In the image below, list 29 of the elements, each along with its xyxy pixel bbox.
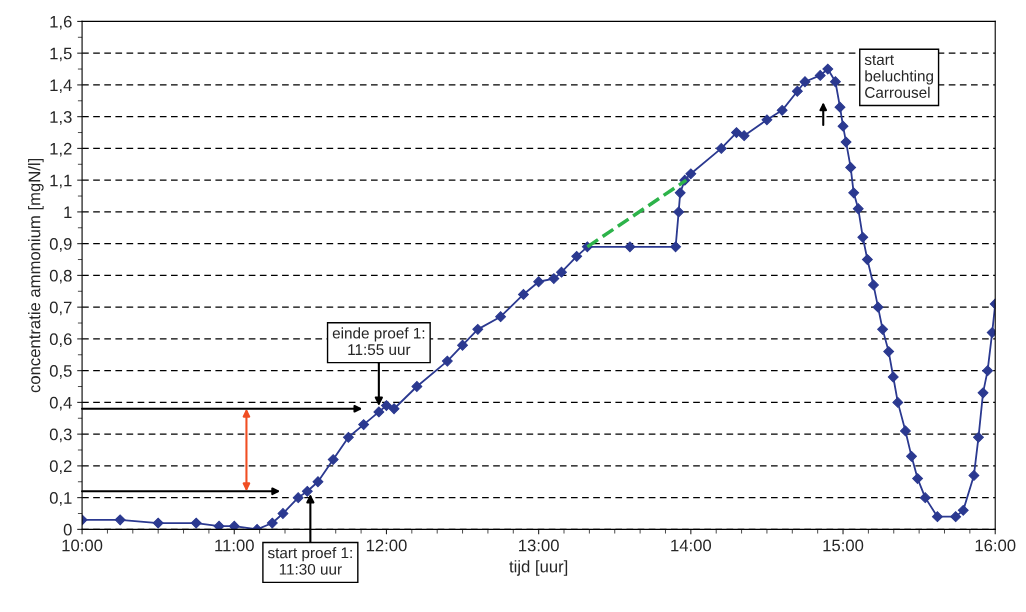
x-tick-label: 10:00 xyxy=(62,539,103,552)
y-tick-label: 1,1 xyxy=(50,174,72,189)
x-tick-label: 14:00 xyxy=(671,539,712,552)
y-tick-label: 0,5 xyxy=(49,365,72,379)
annotation: start proef 1: 11:30 uur xyxy=(267,547,352,575)
x-tick-label: 12:00 xyxy=(366,539,407,552)
y-tick-label: 0,2 xyxy=(49,460,72,475)
y-tick-label: 0,1 xyxy=(49,492,72,506)
annotation: start beluchting Carrousel xyxy=(864,55,933,98)
y-tick-label: 0,4 xyxy=(49,396,72,411)
y-axis-title: concentratie ammonium [mgN/l] xyxy=(28,158,44,393)
y-tick-label: 1 xyxy=(64,206,72,218)
x-tick-label: 15:00 xyxy=(823,539,864,552)
y-tick-label: 1,6 xyxy=(50,15,72,30)
y-tick-label: 0 xyxy=(63,523,72,536)
x-tick-label: 13:00 xyxy=(519,539,559,552)
x-axis-title: tijd [uur] xyxy=(509,560,568,576)
y-tick-label: 1,3 xyxy=(50,111,72,125)
y-tick-label: 0,6 xyxy=(49,333,72,348)
y-tick-label: 0,7 xyxy=(49,301,72,316)
y-tick-label: 0,9 xyxy=(49,238,72,252)
y-tick-label: 0,3 xyxy=(49,428,72,443)
x-tick-label: 11:00 xyxy=(215,539,254,552)
x-tick-label: 16:00 xyxy=(975,539,1016,552)
y-tick-label: 1,4 xyxy=(50,79,72,94)
y-tick-label: 1,2 xyxy=(50,142,72,157)
annotation: einde proef 1: 11:55 uur xyxy=(332,327,425,356)
y-tick-label: 0,8 xyxy=(49,269,72,284)
y-tick-label: 1,5 xyxy=(50,47,72,62)
